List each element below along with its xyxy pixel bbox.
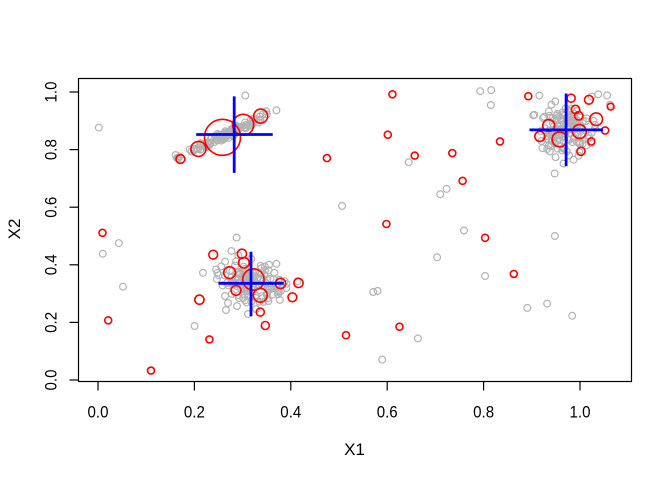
svg-text:0.4: 0.4 — [280, 402, 301, 421]
svg-text:0.8: 0.8 — [473, 402, 494, 421]
svg-text:0.6: 0.6 — [42, 197, 61, 218]
svg-text:0.0: 0.0 — [88, 402, 109, 421]
svg-text:X1: X1 — [344, 440, 365, 459]
svg-text:1.0: 1.0 — [42, 82, 61, 103]
svg-text:0.2: 0.2 — [42, 312, 61, 333]
svg-text:0.6: 0.6 — [377, 402, 398, 421]
svg-text:0.0: 0.0 — [42, 370, 61, 391]
svg-text:0.8: 0.8 — [42, 139, 61, 160]
svg-text:1.0: 1.0 — [570, 402, 591, 421]
svg-text:0.4: 0.4 — [42, 254, 61, 275]
svg-text:X2: X2 — [5, 219, 24, 240]
svg-text:0.2: 0.2 — [184, 402, 205, 421]
